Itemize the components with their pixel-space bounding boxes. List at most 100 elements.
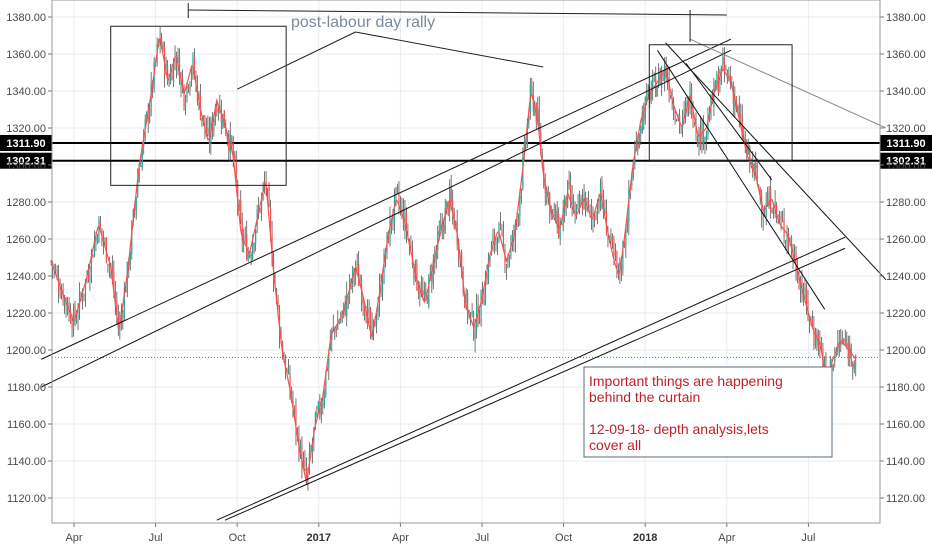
candle-body: [216, 107, 218, 114]
y-tick-label-right: 1220.00: [886, 308, 926, 320]
candle-body: [741, 116, 743, 138]
candle-body: [596, 202, 599, 219]
candle-body: [846, 343, 848, 346]
candle-body: [811, 319, 814, 328]
candle-body: [465, 292, 467, 308]
candle-body: [728, 76, 730, 78]
candle-body: [55, 270, 57, 272]
candle-body: [511, 234, 514, 246]
candle-body: [234, 154, 236, 160]
candle-body: [74, 306, 76, 321]
candle-body: [92, 255, 94, 258]
candle-body: [187, 85, 190, 89]
candle-body: [93, 241, 96, 256]
candle-body: [207, 127, 209, 134]
candle-body: [510, 242, 512, 257]
candle-body: [577, 201, 579, 203]
candle-body: [617, 264, 619, 269]
candle-body: [144, 119, 146, 129]
plot-frame: [51, 0, 881, 524]
candle-body: [632, 167, 634, 178]
candle-body: [195, 76, 197, 81]
candle-body: [705, 131, 708, 139]
candle-body: [552, 210, 554, 212]
trend-line: [689, 38, 887, 129]
candle-body: [268, 185, 270, 207]
candle-body: [493, 233, 496, 245]
candle-body: [781, 218, 784, 222]
y-tick-label-left: 1220.00: [6, 308, 46, 320]
candle-body: [61, 292, 63, 296]
candle-body: [681, 117, 684, 127]
candle-body: [405, 211, 408, 233]
candle-body: [286, 370, 288, 372]
y-tick-label-right: 1120.00: [886, 493, 925, 505]
candle-body: [396, 185, 399, 191]
candle-body: [464, 293, 466, 308]
candle-body: [687, 97, 690, 111]
candle-body: [771, 209, 773, 213]
y-tick-label-left: 1360.00: [6, 49, 46, 61]
candle-body: [759, 188, 761, 198]
y-tick-label-left: 1140.00: [7, 456, 46, 468]
candle-body: [314, 412, 316, 430]
x-tick-label: 2018: [633, 532, 657, 544]
candle-body: [793, 254, 796, 256]
candle-body: [458, 242, 460, 258]
candle-body: [616, 252, 618, 267]
candle-body: [622, 241, 624, 271]
candle-body: [607, 235, 609, 237]
candle-body: [89, 275, 91, 282]
candle-body: [729, 75, 731, 84]
candle-body: [172, 59, 175, 84]
candle-body: [704, 138, 706, 143]
candle-body: [737, 105, 739, 110]
candle-body: [786, 234, 788, 244]
candle-body: [608, 235, 611, 238]
candle-body: [628, 189, 630, 223]
candle-body: [501, 229, 503, 233]
candle-body: [75, 319, 78, 323]
candle-body: [561, 223, 563, 225]
y-tick-label-right: 1280.00: [886, 197, 926, 209]
candle-body: [725, 68, 727, 70]
candle-body: [244, 235, 246, 238]
candle-body: [252, 243, 254, 258]
candle-body: [346, 293, 348, 316]
candle-body: [684, 106, 687, 113]
candle-body: [361, 285, 363, 304]
candle-body: [847, 342, 849, 360]
candle-body: [734, 99, 736, 107]
candle-body: [290, 388, 293, 401]
y-tick-label-left: 1200.00: [6, 345, 46, 357]
candle-body: [747, 146, 749, 154]
candle-body: [416, 263, 418, 291]
candle-body: [316, 411, 318, 417]
candle-body: [798, 277, 800, 290]
candle-body: [505, 267, 508, 269]
candle-body: [556, 211, 558, 227]
candle-body: [750, 160, 752, 165]
candle-body: [683, 111, 685, 115]
candle-body: [171, 70, 173, 81]
candle-body: [540, 130, 542, 154]
candle-body: [559, 223, 561, 239]
candle-body: [531, 85, 533, 88]
candle-body: [484, 276, 487, 302]
candle-body: [813, 328, 815, 340]
candle-body: [587, 199, 590, 205]
candle-body: [371, 324, 373, 333]
y-tick-label-left: 1320.00: [6, 123, 46, 135]
candle-body: [831, 360, 833, 372]
candle-body: [756, 165, 758, 183]
candle-body: [95, 235, 97, 245]
candle-body: [213, 119, 215, 131]
candle-body: [808, 317, 811, 322]
candle-body: [807, 299, 809, 318]
y-tick-label-right: 1300.00: [886, 160, 926, 172]
candle-body: [355, 267, 357, 274]
candle-body: [347, 296, 349, 298]
candle-body: [104, 240, 106, 242]
candle-body: [255, 230, 257, 244]
candle-body: [66, 302, 69, 313]
